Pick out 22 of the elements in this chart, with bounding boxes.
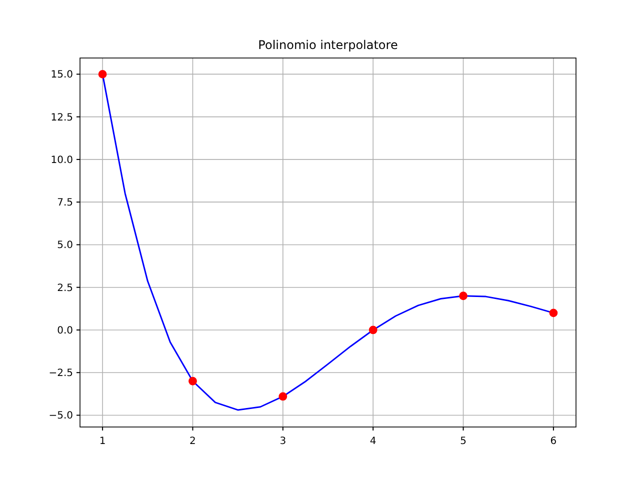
y-tick-label: −2.5 <box>48 368 73 380</box>
x-tick-label: 2 <box>190 436 196 447</box>
y-tick-label: 5.0 <box>57 240 73 252</box>
point <box>98 70 107 78</box>
y-tick-label: 12.5 <box>50 112 73 124</box>
y-tick-label: 10.0 <box>50 154 73 166</box>
point <box>368 326 378 334</box>
point <box>549 308 558 318</box>
y-tick-label: 7.5 <box>57 198 73 209</box>
x-tick-label: 5 <box>460 436 466 447</box>
chart-title: Polinomio interpolatore <box>258 38 398 52</box>
y-tick-label: 2.5 <box>57 282 73 294</box>
point <box>459 292 468 300</box>
x-tick-label: 4 <box>370 436 376 447</box>
y-tick-label: −5.0 <box>48 410 73 422</box>
point <box>278 392 288 401</box>
point <box>188 376 197 386</box>
x-tick-label: 3 <box>280 436 286 447</box>
y-tick-label: 0.0 <box>57 325 73 336</box>
y-tick-label: 15.0 <box>50 70 73 81</box>
x-tick-label: 6 <box>550 436 557 447</box>
x-tick-label: 1 <box>99 436 106 447</box>
